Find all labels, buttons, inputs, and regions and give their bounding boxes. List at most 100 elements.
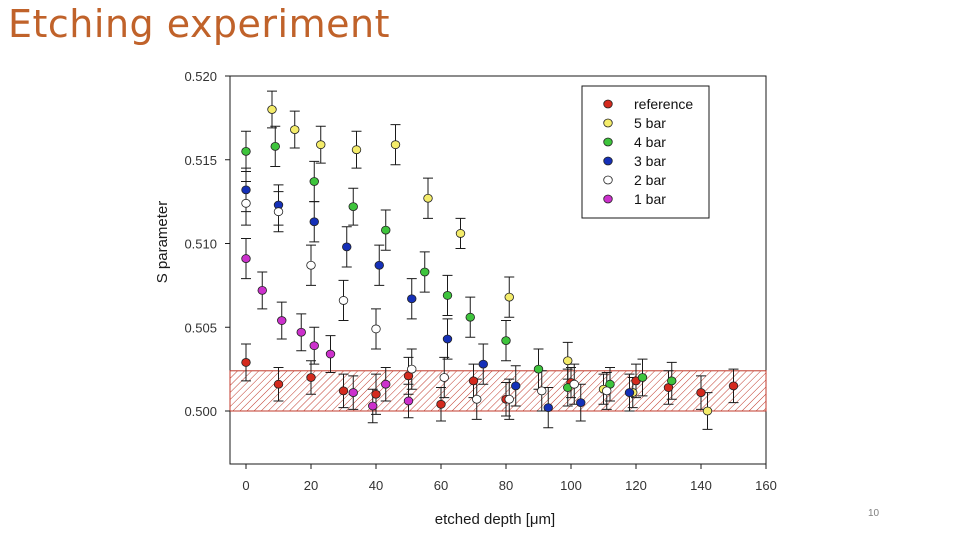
data-point-3-bar [442, 334, 453, 344]
data-point-1-bar [277, 316, 287, 325]
legend-label-4-bar: 4 bar [634, 134, 666, 150]
data-point-1-bar [368, 401, 378, 411]
data-point-2-bar [407, 364, 417, 374]
data-point-3-bar [374, 260, 384, 270]
data-point-5-bar [351, 145, 362, 155]
page-number: 10 [868, 508, 880, 519]
x-tick-label: 160 [755, 478, 777, 493]
data-point-2-bar [472, 394, 482, 404]
x-tick-label: 80 [499, 478, 513, 493]
data-point-3-bar [241, 185, 251, 195]
data-point-reference [436, 399, 446, 409]
data-point-4-bar [442, 291, 453, 300]
x-tick-label: 100 [560, 478, 582, 493]
legend-marker-reference [603, 99, 613, 109]
data-point-4-bar [348, 202, 358, 212]
data-point-3-bar [407, 294, 417, 304]
data-point-2-bar [569, 379, 579, 389]
data-point-1-bar [403, 396, 414, 406]
data-point-reference [306, 373, 316, 382]
data-point-reference [728, 381, 739, 391]
data-point-5-bar [563, 356, 573, 366]
legend-label-3-bar: 3 bar [634, 153, 666, 169]
data-point-1-bar [348, 388, 358, 397]
data-point-4-bar [381, 225, 391, 235]
legend-marker-1-bar [603, 194, 613, 204]
data-point-3-bar [624, 388, 635, 397]
y-tick-label: 0.510 [184, 237, 217, 252]
x-tick-label: 0 [242, 478, 249, 493]
data-point-4-bar [241, 146, 251, 156]
data-point-5-bar [702, 406, 713, 416]
data-point-1-bar [296, 327, 306, 337]
data-point-4-bar [501, 336, 511, 346]
data-point-reference [273, 379, 284, 389]
data-point-1-bar [325, 349, 336, 359]
data-point-5-bar [504, 292, 514, 302]
data-point-4-bar [667, 376, 677, 386]
data-point-5-bar [423, 193, 433, 203]
data-points-layer [241, 105, 739, 416]
legend-label-reference: reference [634, 96, 693, 112]
data-point-1-bar [309, 341, 319, 351]
data-point-1-bar [381, 379, 391, 389]
data-point-4-bar [309, 177, 319, 186]
y-tick-label: 0.515 [184, 153, 217, 168]
data-point-4-bar [420, 267, 430, 277]
data-point-2-bar [439, 373, 449, 382]
data-point-4-bar [465, 312, 475, 322]
legend-marker-4-bar [603, 137, 613, 147]
data-point-5-bar [267, 105, 277, 114]
legend-label-1-bar: 1 bar [634, 191, 666, 207]
slide-title: Etching experiment [8, 2, 390, 46]
x-tick-label: 140 [690, 478, 712, 493]
data-point-reference [371, 389, 381, 399]
legend-marker-3-bar [603, 156, 613, 166]
y-axis: 0.500 0.505 0.510 0.515 0.520 [184, 69, 230, 419]
data-point-3-bar [576, 398, 586, 408]
data-point-reference [468, 376, 479, 386]
y-tick-label: 0.500 [184, 404, 217, 419]
x-axis: 0 20 40 60 80 100 120 140 160 [242, 464, 777, 493]
y-axis-title: S parameter [154, 201, 171, 284]
data-point-reference [338, 386, 349, 396]
y-tick-label: 0.505 [184, 320, 217, 335]
data-point-reference [696, 388, 706, 397]
legend-marker-2-bar [603, 175, 613, 185]
data-point-3-bar [309, 217, 319, 227]
data-point-2-bar [338, 296, 349, 305]
data-point-5-bar [290, 125, 300, 135]
data-point-5-bar [390, 140, 401, 150]
data-point-2-bar [504, 394, 514, 404]
data-point-reference [241, 358, 251, 367]
data-point-3-bar [342, 242, 352, 252]
data-point-4-bar [270, 141, 280, 151]
data-point-2-bar [602, 386, 612, 396]
data-point-1-bar [241, 254, 251, 263]
x-axis-title: etched depth [μm] [435, 511, 555, 528]
x-tick-label: 40 [369, 478, 383, 493]
data-point-4-bar [637, 373, 648, 382]
data-point-1-bar [257, 285, 267, 295]
legend-marker-5-bar [603, 118, 613, 128]
data-point-5-bar [455, 229, 466, 238]
data-point-4-bar [533, 364, 544, 374]
data-point-2-bar [306, 260, 316, 270]
legend-label-5-bar: 5 bar [634, 115, 666, 131]
x-tick-label: 60 [434, 478, 448, 493]
legend-box [581, 85, 710, 219]
data-point-5-bar [316, 140, 326, 150]
reference-band [229, 370, 767, 412]
data-point-3-bar [543, 403, 553, 413]
x-tick-label: 120 [625, 478, 647, 493]
y-tick-label: 0.520 [184, 69, 217, 84]
data-point-3-bar [478, 359, 488, 369]
data-point-2-bar [371, 324, 381, 334]
data-point-2-bar [241, 198, 251, 208]
legend-label-2-bar: 2 bar [634, 172, 666, 188]
x-tick-label: 20 [304, 478, 318, 493]
data-point-2-bar [273, 207, 284, 217]
data-point-3-bar [511, 381, 521, 391]
legend: reference 5 bar 4 bar 3 bar 2 bar 1 bar [581, 85, 710, 219]
